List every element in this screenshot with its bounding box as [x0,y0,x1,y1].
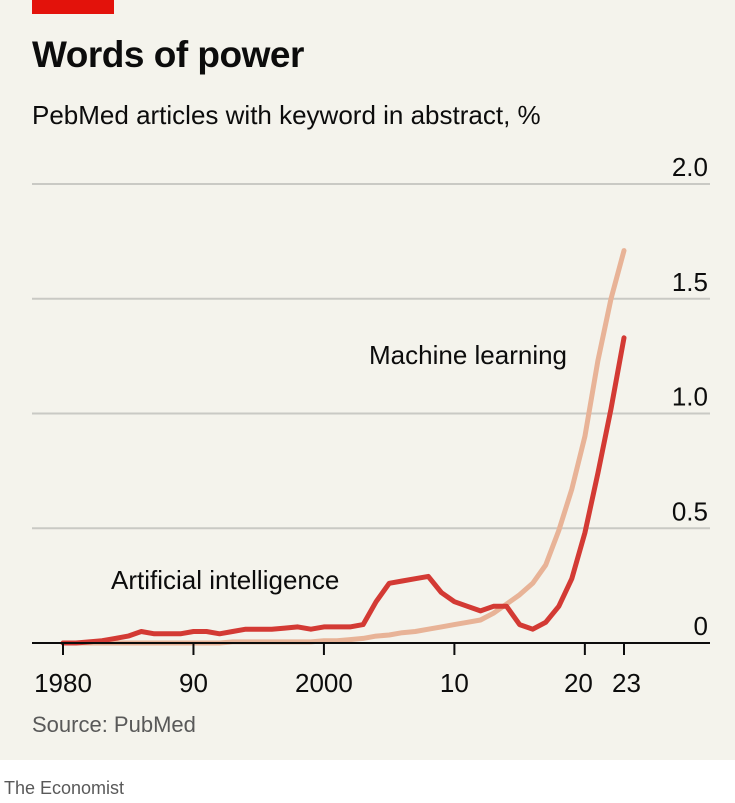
series-label-machine-learning: Machine learning [369,340,567,370]
chart-source: Source: PubMed [32,712,196,737]
y-tick-label-0: 0 [694,611,708,641]
brand-red-tag [32,0,114,14]
line-chart: 0 0.5 1.0 1.5 2.0 1980 90 2000 10 20 23 Machine lea… [32,152,710,698]
x-tick-label-4: 20 [564,668,593,698]
series-label-artificial-intelligence: Artificial intelligence [111,565,339,595]
y-tick-label-1: 0.5 [672,496,708,526]
y-tick-label-4: 2.0 [672,152,708,182]
x-tick-label-2: 2000 [295,668,353,698]
chart-title: Words of power [32,34,304,75]
brand-credit: The Economist [4,778,125,798]
chart-panel: Words of power PebMed articles with keyw… [0,0,735,760]
x-tick-label-3: 10 [440,668,469,698]
x-tick-label-0: 1980 [34,668,92,698]
x-tick-label-1: 90 [179,668,208,698]
chart-subtitle: PebMed articles with keyword in abstract… [32,100,541,130]
y-tick-label-3: 1.5 [672,267,708,297]
y-tick-label-2: 1.0 [672,382,708,412]
series-line-artificial-intelligence [60,335,627,646]
x-tick-label-5: 23 [612,668,641,698]
